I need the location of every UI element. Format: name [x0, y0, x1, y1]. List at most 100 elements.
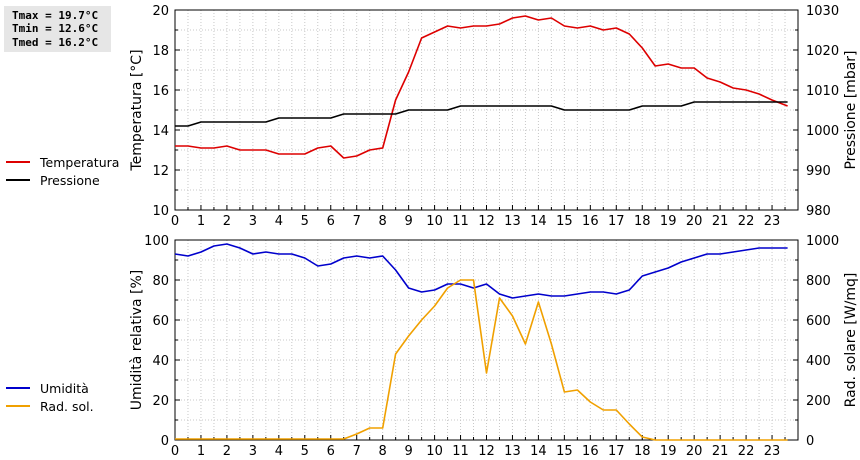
series-line-pressione: [175, 101, 788, 127]
y2-tick-label: 1000: [806, 234, 839, 249]
x-tick-label: 5: [301, 444, 309, 459]
x-tick-label: 6: [327, 444, 335, 459]
tmin-text: Tmin = 12.6°C: [12, 22, 99, 36]
y-tick-label: 60: [152, 314, 169, 329]
y-tick-label: 16: [152, 84, 169, 99]
y2-tick-label: 980: [806, 204, 831, 219]
x-tick-label: 12: [478, 214, 495, 229]
x-tick-label: 11: [452, 214, 469, 229]
y-tick-label: 40: [152, 354, 169, 369]
x-tick-label: 9: [404, 214, 412, 229]
x-tick-label: 13: [504, 444, 521, 459]
x-tick-label: 10: [426, 444, 443, 459]
x-tick-label: 7: [353, 214, 361, 229]
x-tick-label: 2: [223, 214, 231, 229]
y2-tick-label: 990: [806, 164, 831, 179]
y2-axis-title: Rad. solare [W/mq]: [843, 273, 859, 408]
x-tick-label: 14: [530, 214, 547, 229]
y-tick-label: 18: [152, 44, 169, 59]
y-tick-label: 20: [152, 394, 169, 409]
x-tick-label: 9: [404, 444, 412, 459]
y-tick-label: 100: [144, 234, 169, 249]
legend-top: Temperatura Pressione: [6, 153, 119, 189]
x-tick-label: 10: [426, 214, 443, 229]
x-tick-label: 4: [275, 214, 283, 229]
x-tick-label: 23: [764, 444, 781, 459]
x-tick-label: 17: [608, 444, 625, 459]
legend-label: Temperatura: [40, 154, 120, 170]
legend-label: Rad. sol.: [40, 398, 94, 414]
legend-swatch: [6, 161, 30, 163]
plot-frame: [174, 9, 799, 211]
y-tick-label: 12: [152, 164, 169, 179]
legend-label: Pressione: [40, 172, 100, 188]
x-tick-label: 15: [556, 214, 573, 229]
x-tick-label: 3: [249, 214, 257, 229]
x-tick-label: 2: [223, 444, 231, 459]
legend-label: Umidità: [40, 380, 89, 396]
x-tick-label: 14: [530, 444, 547, 459]
x-tick-label: 19: [660, 214, 677, 229]
x-tick-label: 8: [379, 444, 387, 459]
legend-swatch: [6, 387, 30, 389]
y-tick-label: 0: [161, 434, 169, 449]
y-tick-label: 14: [152, 124, 169, 139]
y2-tick-label: 1030: [806, 4, 839, 19]
legend-item-umidita: Umidità: [6, 379, 94, 397]
x-tick-label: 7: [353, 444, 361, 459]
y2-tick-label: 0: [806, 434, 814, 449]
legend-swatch: [6, 179, 30, 181]
legend-item-rad-sol: Rad. sol.: [6, 397, 94, 415]
x-tick-label: 8: [379, 214, 387, 229]
legend-swatch: [6, 405, 30, 407]
y2-tick-label: 600: [806, 314, 831, 329]
tmax-text: Tmax = 19.7°C: [12, 9, 99, 22]
y2-tick-label: 1000: [806, 124, 839, 139]
x-tick-label: 0: [171, 444, 179, 459]
x-tick-label: 18: [634, 444, 651, 459]
y2-tick-label: 1010: [806, 84, 839, 99]
legend-item-pressione: Pressione: [6, 171, 119, 189]
x-tick-label: 5: [301, 214, 309, 229]
x-tick-label: 0: [171, 214, 179, 229]
x-tick-label: 19: [660, 444, 677, 459]
tmed-text: Tmed = 16.2°C: [12, 35, 99, 49]
x-tick-label: 3: [249, 444, 257, 459]
y2-tick-label: 200: [806, 394, 831, 409]
x-tick-label: 18: [634, 214, 651, 229]
stats-box: Tmax = 19.7°C Tmin = 12.6°C Tmed = 16.2°…: [4, 6, 111, 52]
x-tick-label: 21: [712, 444, 729, 459]
x-tick-label: 21: [712, 214, 729, 229]
x-tick-label: 12: [478, 444, 495, 459]
x-tick-label: 6: [327, 214, 335, 229]
x-tick-label: 20: [686, 444, 703, 459]
y-axis-title: Temperatura [°C]: [129, 49, 145, 171]
x-tick-label: 16: [582, 444, 599, 459]
x-tick-label: 4: [275, 444, 283, 459]
y-tick-label: 80: [152, 274, 169, 289]
x-tick-label: 16: [582, 214, 599, 229]
x-tick-label: 23: [764, 214, 781, 229]
x-tick-label: 11: [452, 444, 469, 459]
x-tick-label: 1: [197, 444, 205, 459]
x-tick-label: 13: [504, 214, 521, 229]
y-tick-label: 20: [152, 4, 169, 19]
y2-tick-label: 800: [806, 274, 831, 289]
series-line-umidit: [174, 243, 788, 299]
x-tick-label: 20: [686, 214, 703, 229]
series-line-rad-sol: [175, 279, 788, 441]
y2-tick-label: 1020: [806, 44, 839, 59]
legend-item-temperatura: Temperatura: [6, 153, 119, 171]
x-tick-label: 17: [608, 214, 625, 229]
y-tick-label: 10: [152, 204, 169, 219]
legend-bottom: Umidità Rad. sol.: [6, 379, 94, 415]
x-tick-label: 15: [556, 444, 573, 459]
y2-axis-title: Pressione [mbar]: [843, 50, 859, 169]
y-axis-title: Umidità relativa [%]: [129, 270, 145, 411]
x-tick-label: 22: [738, 214, 755, 229]
plot-frame: [174, 239, 799, 441]
x-tick-label: 22: [738, 444, 755, 459]
x-tick-label: 1: [197, 214, 205, 229]
y2-tick-label: 400: [806, 354, 831, 369]
